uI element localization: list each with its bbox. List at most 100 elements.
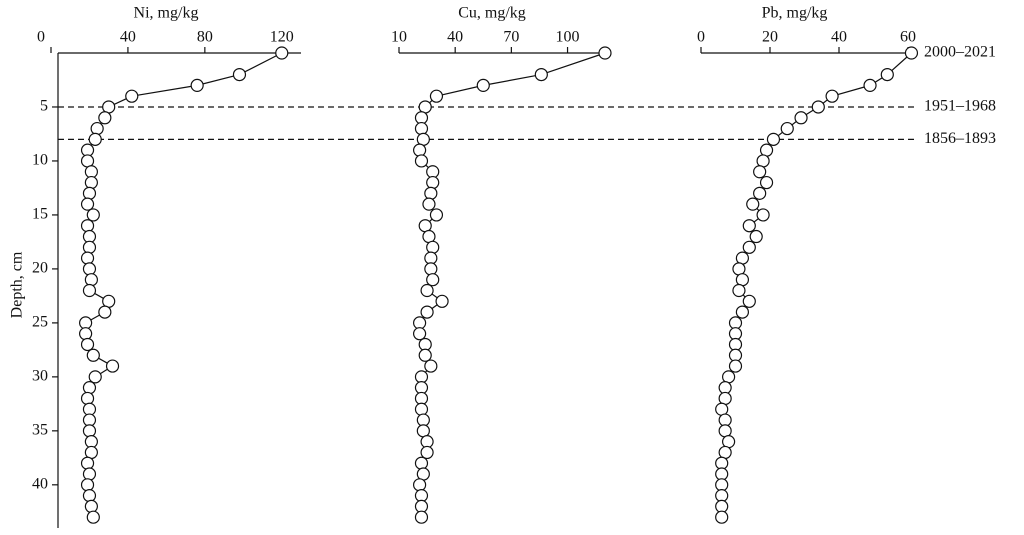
data-point: [753, 186, 767, 200]
x-tick-label: 20: [762, 29, 778, 46]
data-point: [413, 478, 427, 492]
data-point: [416, 467, 430, 481]
data-point: [190, 78, 204, 92]
annotation: 1856–1893: [924, 130, 996, 147]
x-tick-label: 0: [37, 29, 45, 46]
data-point: [825, 89, 839, 103]
data-point: [426, 240, 440, 254]
x-tick-label: 80: [197, 29, 213, 46]
data-point: [735, 251, 750, 265]
data-point: [86, 208, 100, 222]
data-point: [742, 294, 756, 308]
data-point: [728, 359, 743, 373]
data-point: [84, 445, 98, 460]
data-point: [429, 89, 444, 103]
data-point: [105, 359, 120, 373]
data-point: [735, 305, 750, 319]
data-point: [414, 121, 429, 136]
data-point: [275, 46, 289, 60]
x-tick-label: 0: [697, 29, 705, 46]
annotation: 2000–2021: [924, 44, 996, 61]
x-tick-label: 120: [270, 29, 294, 46]
data-point: [88, 132, 102, 146]
annotation: 1951–1968: [924, 98, 996, 115]
data-point: [80, 154, 95, 168]
data-point: [82, 262, 97, 276]
data-point: [794, 111, 808, 125]
data-point: [424, 186, 438, 200]
data-point: [86, 348, 100, 362]
y-tick-label: 35: [32, 422, 48, 439]
data-point: [766, 132, 781, 146]
data-point: [82, 240, 97, 254]
data-point: [416, 424, 430, 438]
data-point: [82, 467, 97, 481]
data-point: [98, 111, 112, 125]
data-point: [732, 262, 746, 276]
data-point: [90, 121, 104, 136]
data-point: [718, 424, 732, 438]
data-point: [742, 240, 756, 254]
y-tick-label: 10: [32, 152, 48, 169]
data-point: [102, 294, 116, 308]
data-point: [98, 305, 112, 319]
x-axis-label: Pb, mg/kg: [762, 5, 828, 22]
data-point: [232, 67, 247, 82]
y-tick-label: 15: [32, 206, 48, 223]
y-tick-label: 30: [32, 368, 48, 385]
data-point: [84, 273, 98, 287]
data-point: [80, 337, 95, 352]
profile-line: [85, 52, 283, 518]
data-point: [426, 273, 440, 287]
data-point: [80, 391, 95, 406]
data-point: [721, 435, 736, 449]
data-point: [82, 186, 97, 200]
y-tick-label: 5: [40, 98, 48, 115]
data-point: [418, 100, 432, 114]
data-point: [414, 510, 429, 524]
data-point: [811, 100, 825, 114]
data-point: [422, 197, 436, 211]
data-point: [422, 229, 436, 244]
x-tick-label: 10: [391, 29, 407, 46]
x-tick-label: 40: [120, 29, 136, 46]
data-point: [780, 121, 794, 136]
y-tick-label: 20: [32, 260, 48, 277]
data-point: [863, 78, 877, 92]
data-point: [424, 262, 438, 276]
data-point: [102, 100, 116, 114]
data-point: [598, 46, 612, 60]
data-point: [82, 489, 97, 503]
x-tick-label: 70: [503, 29, 519, 46]
data-point: [418, 219, 432, 233]
data-point: [82, 381, 97, 395]
x-axis-label: Cu, mg/kg: [458, 5, 526, 22]
data-point: [84, 175, 98, 190]
data-point: [759, 143, 774, 157]
data-point: [756, 154, 770, 168]
data-point: [80, 456, 95, 470]
data-point: [746, 197, 760, 211]
data-point: [84, 499, 98, 514]
data-point: [904, 46, 919, 60]
data-point: [759, 175, 774, 190]
profile-line: [418, 52, 606, 518]
data-point: [424, 359, 438, 373]
data-point: [413, 327, 427, 341]
data-point: [753, 165, 767, 179]
x-tick-label: 40: [831, 29, 847, 46]
data-point: [718, 445, 732, 460]
data-point: [82, 283, 97, 298]
data-point: [742, 219, 756, 233]
data-point: [476, 78, 490, 92]
y-tick-label: 25: [32, 314, 48, 331]
data-point: [416, 132, 430, 146]
data-point: [414, 456, 429, 470]
data-point: [435, 294, 449, 308]
data-point: [715, 402, 729, 416]
data-point: [426, 175, 440, 190]
data-point: [80, 219, 95, 233]
data-point: [80, 197, 95, 211]
data-point: [732, 283, 746, 298]
